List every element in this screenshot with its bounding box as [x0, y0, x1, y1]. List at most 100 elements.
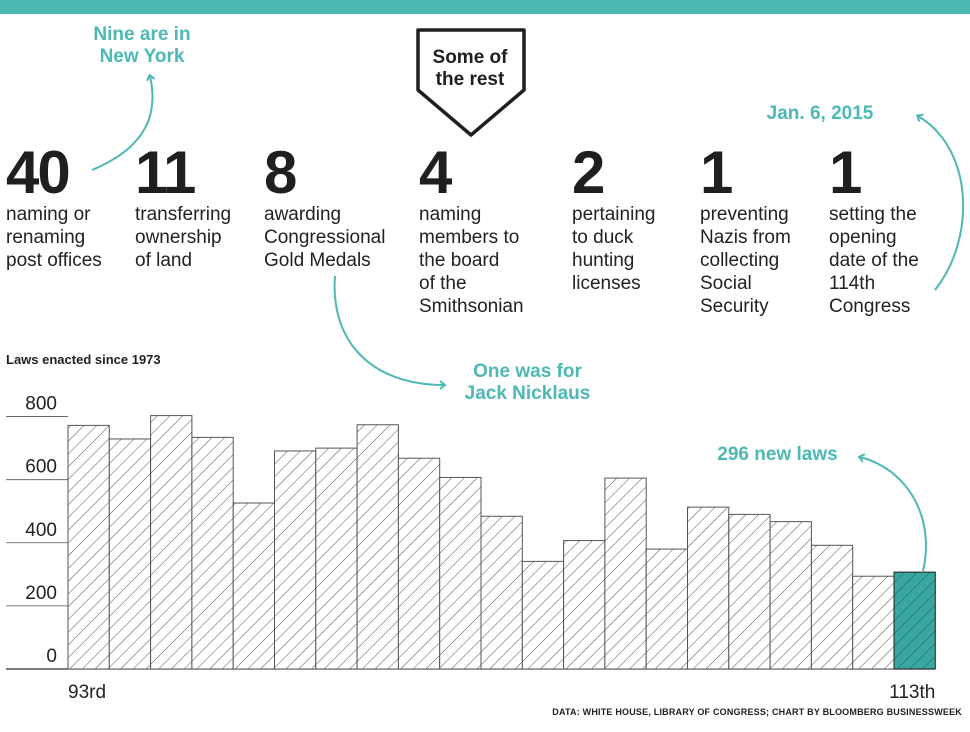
- stat-desc-line: Congressional: [264, 227, 386, 248]
- new-york-arrow: [91, 73, 156, 171]
- stat-description: preventing Nazis from collecting Social …: [700, 203, 791, 318]
- stat-post-offices: 40 naming or renaming post offices: [6, 138, 102, 272]
- stat-description: transferring ownership of land: [135, 203, 231, 272]
- bar-110th: [769, 521, 812, 670]
- nicklaus-arrow: [333, 275, 447, 390]
- stat-social-security: 1 preventing Nazis from collecting Socia…: [700, 138, 791, 318]
- annotation-line: New York: [99, 46, 185, 67]
- stat-number: 1: [700, 139, 733, 206]
- new-laws-annotation: 296 new laws: [690, 444, 865, 466]
- stat-number: 2: [572, 139, 605, 206]
- stat-desc-line: opening: [829, 227, 897, 248]
- stat-desc-line: awarding: [264, 204, 342, 225]
- stat-number: 8: [264, 139, 297, 206]
- stat-number: 4: [419, 139, 452, 206]
- bar-106th: [604, 477, 647, 670]
- x-tick-label-first: 93rd: [68, 682, 106, 703]
- bar-93rd: [67, 424, 110, 670]
- chart-title: Laws enacted since 1973: [6, 352, 161, 367]
- annotation-line: Jan. 6, 2015: [766, 103, 874, 124]
- bar-98th: [274, 450, 317, 670]
- stat-desc-line: Congress: [829, 296, 911, 317]
- stat-desc-line: naming: [419, 204, 482, 225]
- annotation-line: Jack Nicklaus: [464, 383, 591, 404]
- stat-desc-line: the board: [419, 250, 500, 271]
- bar-highlight-113th: [893, 571, 936, 670]
- new-laws-arrow: [857, 453, 927, 572]
- stat-smithsonian: 4 naming members to the board of the Smi…: [419, 138, 524, 318]
- stat-desc-line: Social: [700, 273, 752, 294]
- date-arrow: [915, 113, 965, 291]
- y-tick-label: 0: [46, 646, 57, 667]
- stat-desc-line: ownership: [135, 227, 222, 248]
- bar-101st: [397, 457, 441, 670]
- stat-number: 11: [135, 139, 196, 206]
- stat-desc-line: of land: [135, 250, 193, 271]
- bar-94th: [108, 438, 152, 670]
- stat-desc-line: Security: [700, 296, 769, 317]
- stat-desc-line: post offices: [6, 250, 102, 271]
- bar-102nd: [439, 476, 482, 670]
- stat-desc-line: renaming: [6, 227, 86, 248]
- bar-96th: [191, 436, 234, 670]
- stat-desc-line: 114th: [829, 273, 876, 294]
- new-york-annotation: Nine are in New York: [70, 24, 214, 68]
- stat-duck-hunting: 2 pertaining to duck hunting licenses: [572, 138, 655, 295]
- annotation-line: Nine are in: [93, 24, 191, 45]
- y-tick-label: 400: [25, 520, 57, 541]
- stat-desc-line: Smithsonian: [419, 296, 524, 317]
- bar-104th: [521, 560, 565, 670]
- stat-desc-line: naming or: [6, 204, 91, 225]
- y-tick-label: 200: [25, 583, 57, 604]
- bar-109th: [728, 513, 771, 670]
- stat-desc-line: Nazis from: [700, 227, 791, 248]
- stat-desc-line: to duck: [572, 227, 634, 248]
- stat-description: naming members to the board of the Smith…: [419, 203, 524, 318]
- stat-desc-line: transferring: [135, 204, 232, 225]
- stat-description: awarding Congressional Gold Medals: [264, 203, 385, 272]
- stat-desc-line: of the: [419, 273, 467, 294]
- stat-desc-line: Gold Medals: [264, 250, 371, 271]
- bar-99th: [315, 447, 358, 670]
- shield-outline: [416, 28, 526, 137]
- stat-number: 1: [829, 139, 862, 206]
- stat-desc-line: members to: [419, 227, 520, 248]
- shield-label-line: Some of: [432, 47, 508, 68]
- stat-desc-line: pertaining: [572, 204, 656, 225]
- x-tick-label-last: 113th: [889, 682, 935, 703]
- bar-108th: [687, 506, 730, 670]
- bar-100th: [356, 424, 399, 670]
- date-annotation: Jan. 6, 2015: [740, 103, 900, 125]
- nicklaus-annotation: One was for Jack Nicklaus: [440, 361, 615, 405]
- stat-desc-line: preventing: [700, 204, 789, 225]
- bar-107th: [645, 548, 689, 670]
- bar-112th: [852, 575, 895, 670]
- stat-desc-line: collecting: [700, 250, 780, 271]
- stat-land: 11 transferring ownership of land: [135, 138, 231, 272]
- bar-95th: [150, 415, 193, 670]
- stat-number: 40: [6, 139, 71, 206]
- stat-description: setting the opening date of the 114th Co…: [829, 203, 919, 318]
- stat-desc-line: setting the: [829, 204, 917, 225]
- y-tick-label: 800: [25, 394, 57, 415]
- stat-description: pertaining to duck hunting licenses: [572, 203, 655, 295]
- bar-111th: [810, 544, 854, 670]
- shield-label: Some of the rest: [416, 47, 524, 91]
- y-tick-label: 600: [25, 457, 57, 478]
- bar-105th: [563, 540, 606, 670]
- shield-label-line: the rest: [435, 69, 505, 90]
- stat-gold-medals: 8 awarding Congressional Gold Medals: [264, 138, 385, 272]
- stat-desc-line: hunting: [572, 250, 635, 271]
- stat-congress-date: 1 setting the opening date of the 114th …: [829, 138, 919, 318]
- annotation-line: 296 new laws: [717, 444, 838, 465]
- top-accent-bar: [0, 0, 970, 14]
- annotation-line: One was for: [473, 361, 582, 382]
- bar-103rd: [480, 515, 523, 670]
- credits: DATA: WHITE HOUSE, LIBRARY OF CONGRESS; …: [552, 707, 962, 717]
- stat-description: naming or renaming post offices: [6, 203, 102, 272]
- stat-desc-line: licenses: [572, 273, 641, 294]
- stat-desc-line: date of the: [829, 250, 919, 271]
- bar-97th: [232, 502, 275, 670]
